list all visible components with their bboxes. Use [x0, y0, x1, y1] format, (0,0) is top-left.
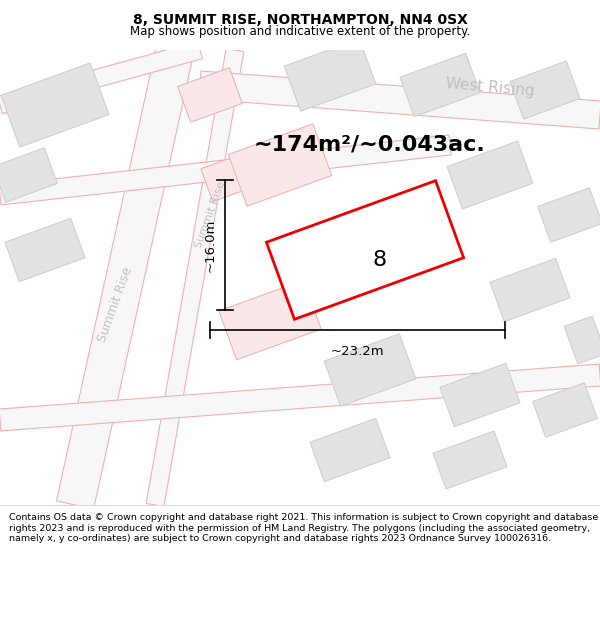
Text: Summit Rise: Summit Rise — [95, 266, 134, 344]
Text: ~174m²/~0.043ac.: ~174m²/~0.043ac. — [254, 135, 486, 155]
Polygon shape — [229, 124, 332, 206]
Polygon shape — [564, 316, 600, 364]
Text: West Rising: West Rising — [445, 76, 535, 98]
Polygon shape — [0, 148, 58, 202]
Polygon shape — [146, 49, 244, 506]
Polygon shape — [178, 68, 242, 122]
Polygon shape — [400, 53, 480, 117]
Polygon shape — [5, 218, 85, 282]
Text: ~16.0m: ~16.0m — [204, 218, 217, 272]
Polygon shape — [310, 418, 390, 482]
Polygon shape — [433, 431, 507, 489]
Polygon shape — [284, 39, 376, 111]
Polygon shape — [510, 61, 580, 119]
Polygon shape — [0, 364, 600, 431]
Polygon shape — [538, 188, 600, 242]
Polygon shape — [219, 280, 321, 360]
Text: 8: 8 — [373, 250, 387, 270]
Text: Map shows position and indicative extent of the property.: Map shows position and indicative extent… — [130, 24, 470, 38]
Text: ~23.2m: ~23.2m — [331, 345, 385, 358]
Polygon shape — [367, 211, 453, 279]
Text: Contains OS data © Crown copyright and database right 2021. This information is : Contains OS data © Crown copyright and d… — [9, 513, 598, 543]
Polygon shape — [440, 363, 520, 427]
Text: 8, SUMMIT RISE, NORTHAMPTON, NN4 0SX: 8, SUMMIT RISE, NORTHAMPTON, NN4 0SX — [133, 12, 467, 26]
Polygon shape — [533, 382, 598, 438]
Polygon shape — [324, 334, 416, 406]
Polygon shape — [0, 135, 451, 205]
Polygon shape — [199, 71, 600, 129]
Polygon shape — [266, 181, 464, 319]
Polygon shape — [1, 63, 109, 147]
Polygon shape — [0, 41, 202, 114]
Polygon shape — [447, 141, 533, 209]
Text: Summit Rise: Summit Rise — [193, 180, 227, 250]
Polygon shape — [201, 148, 269, 202]
Polygon shape — [490, 258, 570, 322]
Polygon shape — [56, 46, 194, 509]
